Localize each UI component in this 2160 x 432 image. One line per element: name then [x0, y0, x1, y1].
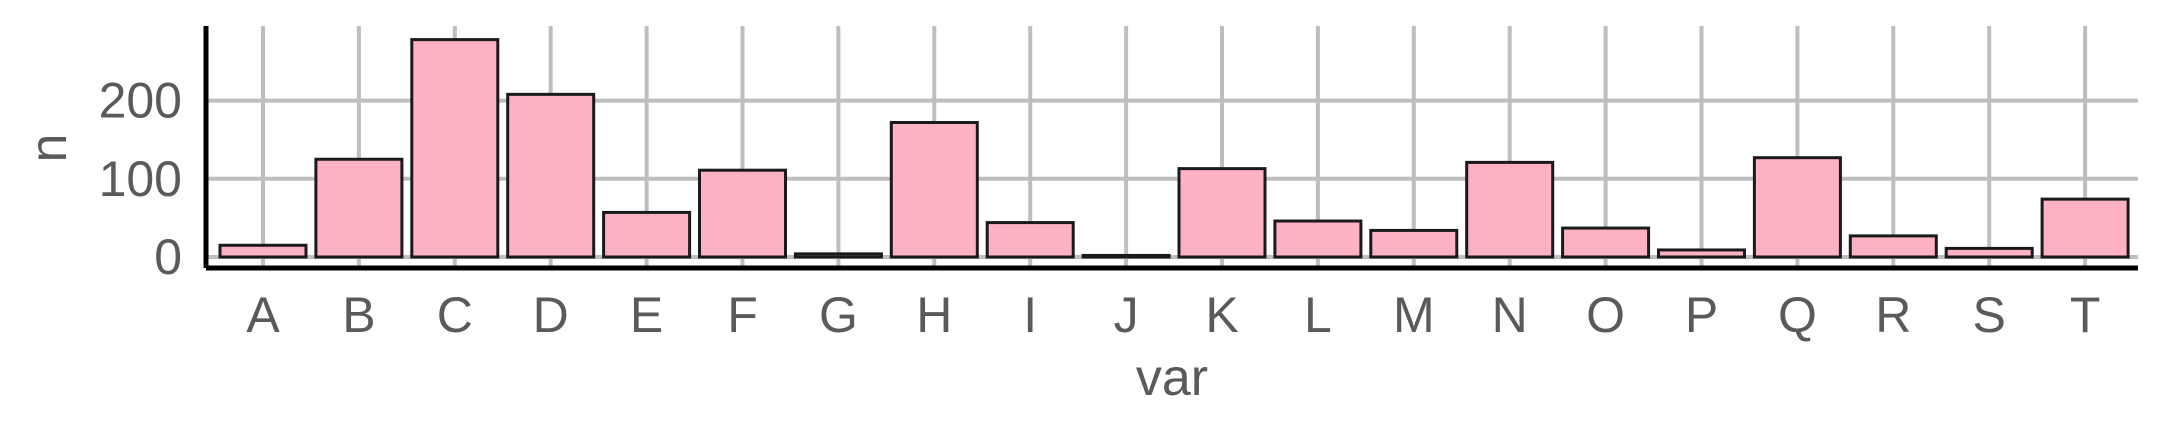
bar-e: [602, 210, 692, 259]
x-tick-label: R: [1875, 287, 1911, 343]
y-axis-title: n: [20, 134, 78, 163]
x-tick-label: F: [727, 287, 758, 343]
bar-k: [1177, 167, 1267, 259]
x-tick-label: L: [1304, 287, 1332, 343]
bar-a: [218, 243, 308, 259]
y-tick-labels: 0 100 200: [99, 73, 182, 285]
bar-p: [1657, 248, 1746, 259]
bar-h: [889, 120, 979, 259]
x-tick-label: S: [1973, 287, 2006, 343]
x-tick-label: D: [533, 287, 569, 343]
x-tick-label: I: [1023, 287, 1037, 343]
x-tick-label: C: [437, 287, 473, 343]
bar-l: [1273, 219, 1363, 259]
x-tick-label: G: [819, 287, 858, 343]
bar-s: [1944, 246, 2034, 259]
bar-f: [698, 168, 787, 259]
x-tick-label: K: [1205, 287, 1238, 343]
axes: [203, 26, 2138, 271]
bar-n: [1465, 160, 1555, 259]
x-tick-label: E: [630, 287, 663, 343]
y-tick-label: 100: [99, 151, 182, 207]
x-tick-label: O: [1586, 287, 1625, 343]
bar-g: [793, 252, 883, 259]
x-tick-label: J: [1114, 287, 1139, 343]
y-tick-label: 0: [154, 229, 182, 285]
x-tick-labels: A B C D E F G H I J K L M N O P Q R S T: [246, 287, 2100, 343]
bar-o: [1561, 226, 1651, 259]
x-axis-title: var: [1136, 349, 1208, 407]
y-tick-label: 200: [99, 73, 182, 129]
x-tick-label: M: [1393, 287, 1435, 343]
bar-r: [1848, 234, 1938, 259]
bar-t: [2040, 197, 2130, 259]
bar-q: [1752, 156, 1842, 259]
x-tick-label: T: [2070, 287, 2101, 343]
x-tick-label: A: [246, 287, 280, 343]
x-tick-label: B: [342, 287, 375, 343]
x-tick-label: H: [916, 287, 952, 343]
bar-d: [506, 92, 596, 259]
bars: [218, 38, 2130, 259]
x-tick-label: Q: [1778, 287, 1817, 343]
bar-m: [1369, 228, 1459, 259]
x-tick-label: N: [1492, 287, 1528, 343]
x-tick-label: P: [1685, 287, 1718, 343]
bar-c: [410, 38, 500, 259]
bar-b: [314, 157, 404, 259]
bar-i: [985, 221, 1075, 259]
bar-j: [1081, 253, 1171, 259]
